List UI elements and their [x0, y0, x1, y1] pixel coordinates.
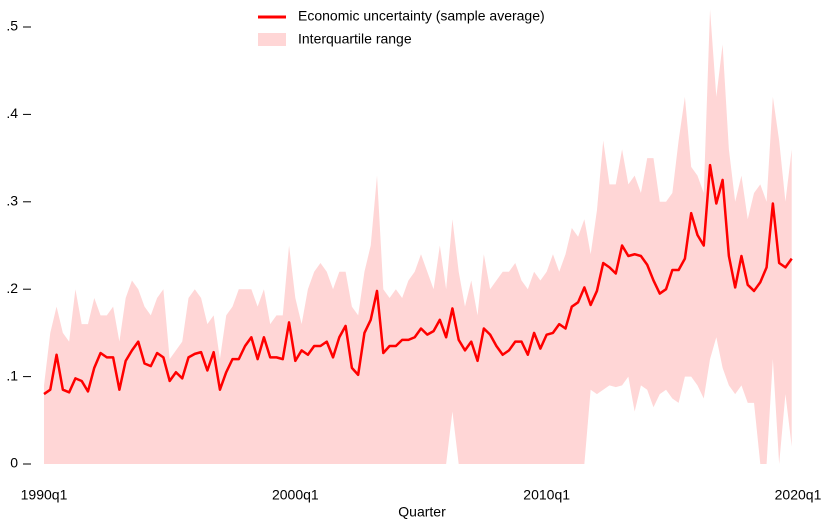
x-tick-label: 2000q1 [272, 487, 319, 503]
legend-label: Economic uncertainty (sample average) [298, 8, 545, 24]
y-tick-label: .4 [6, 105, 18, 121]
x-tick-label: 1990q1 [21, 487, 68, 503]
x-tick-label: 2020q1 [775, 487, 822, 503]
iqr-area [44, 9, 792, 465]
y-tick-label: .5 [6, 18, 18, 34]
x-tick-label: 2010q1 [523, 487, 570, 503]
legend-swatch-area [258, 33, 286, 46]
x-axis-label: Quarter [398, 504, 446, 520]
y-tick-label: 0 [10, 455, 18, 471]
y-tick-label: .3 [6, 193, 18, 209]
y-tick-label: .1 [6, 367, 18, 383]
y-tick-label: .2 [6, 280, 18, 296]
uncertainty-line [43, 163, 793, 396]
legend-label: Interquartile range [298, 31, 412, 47]
